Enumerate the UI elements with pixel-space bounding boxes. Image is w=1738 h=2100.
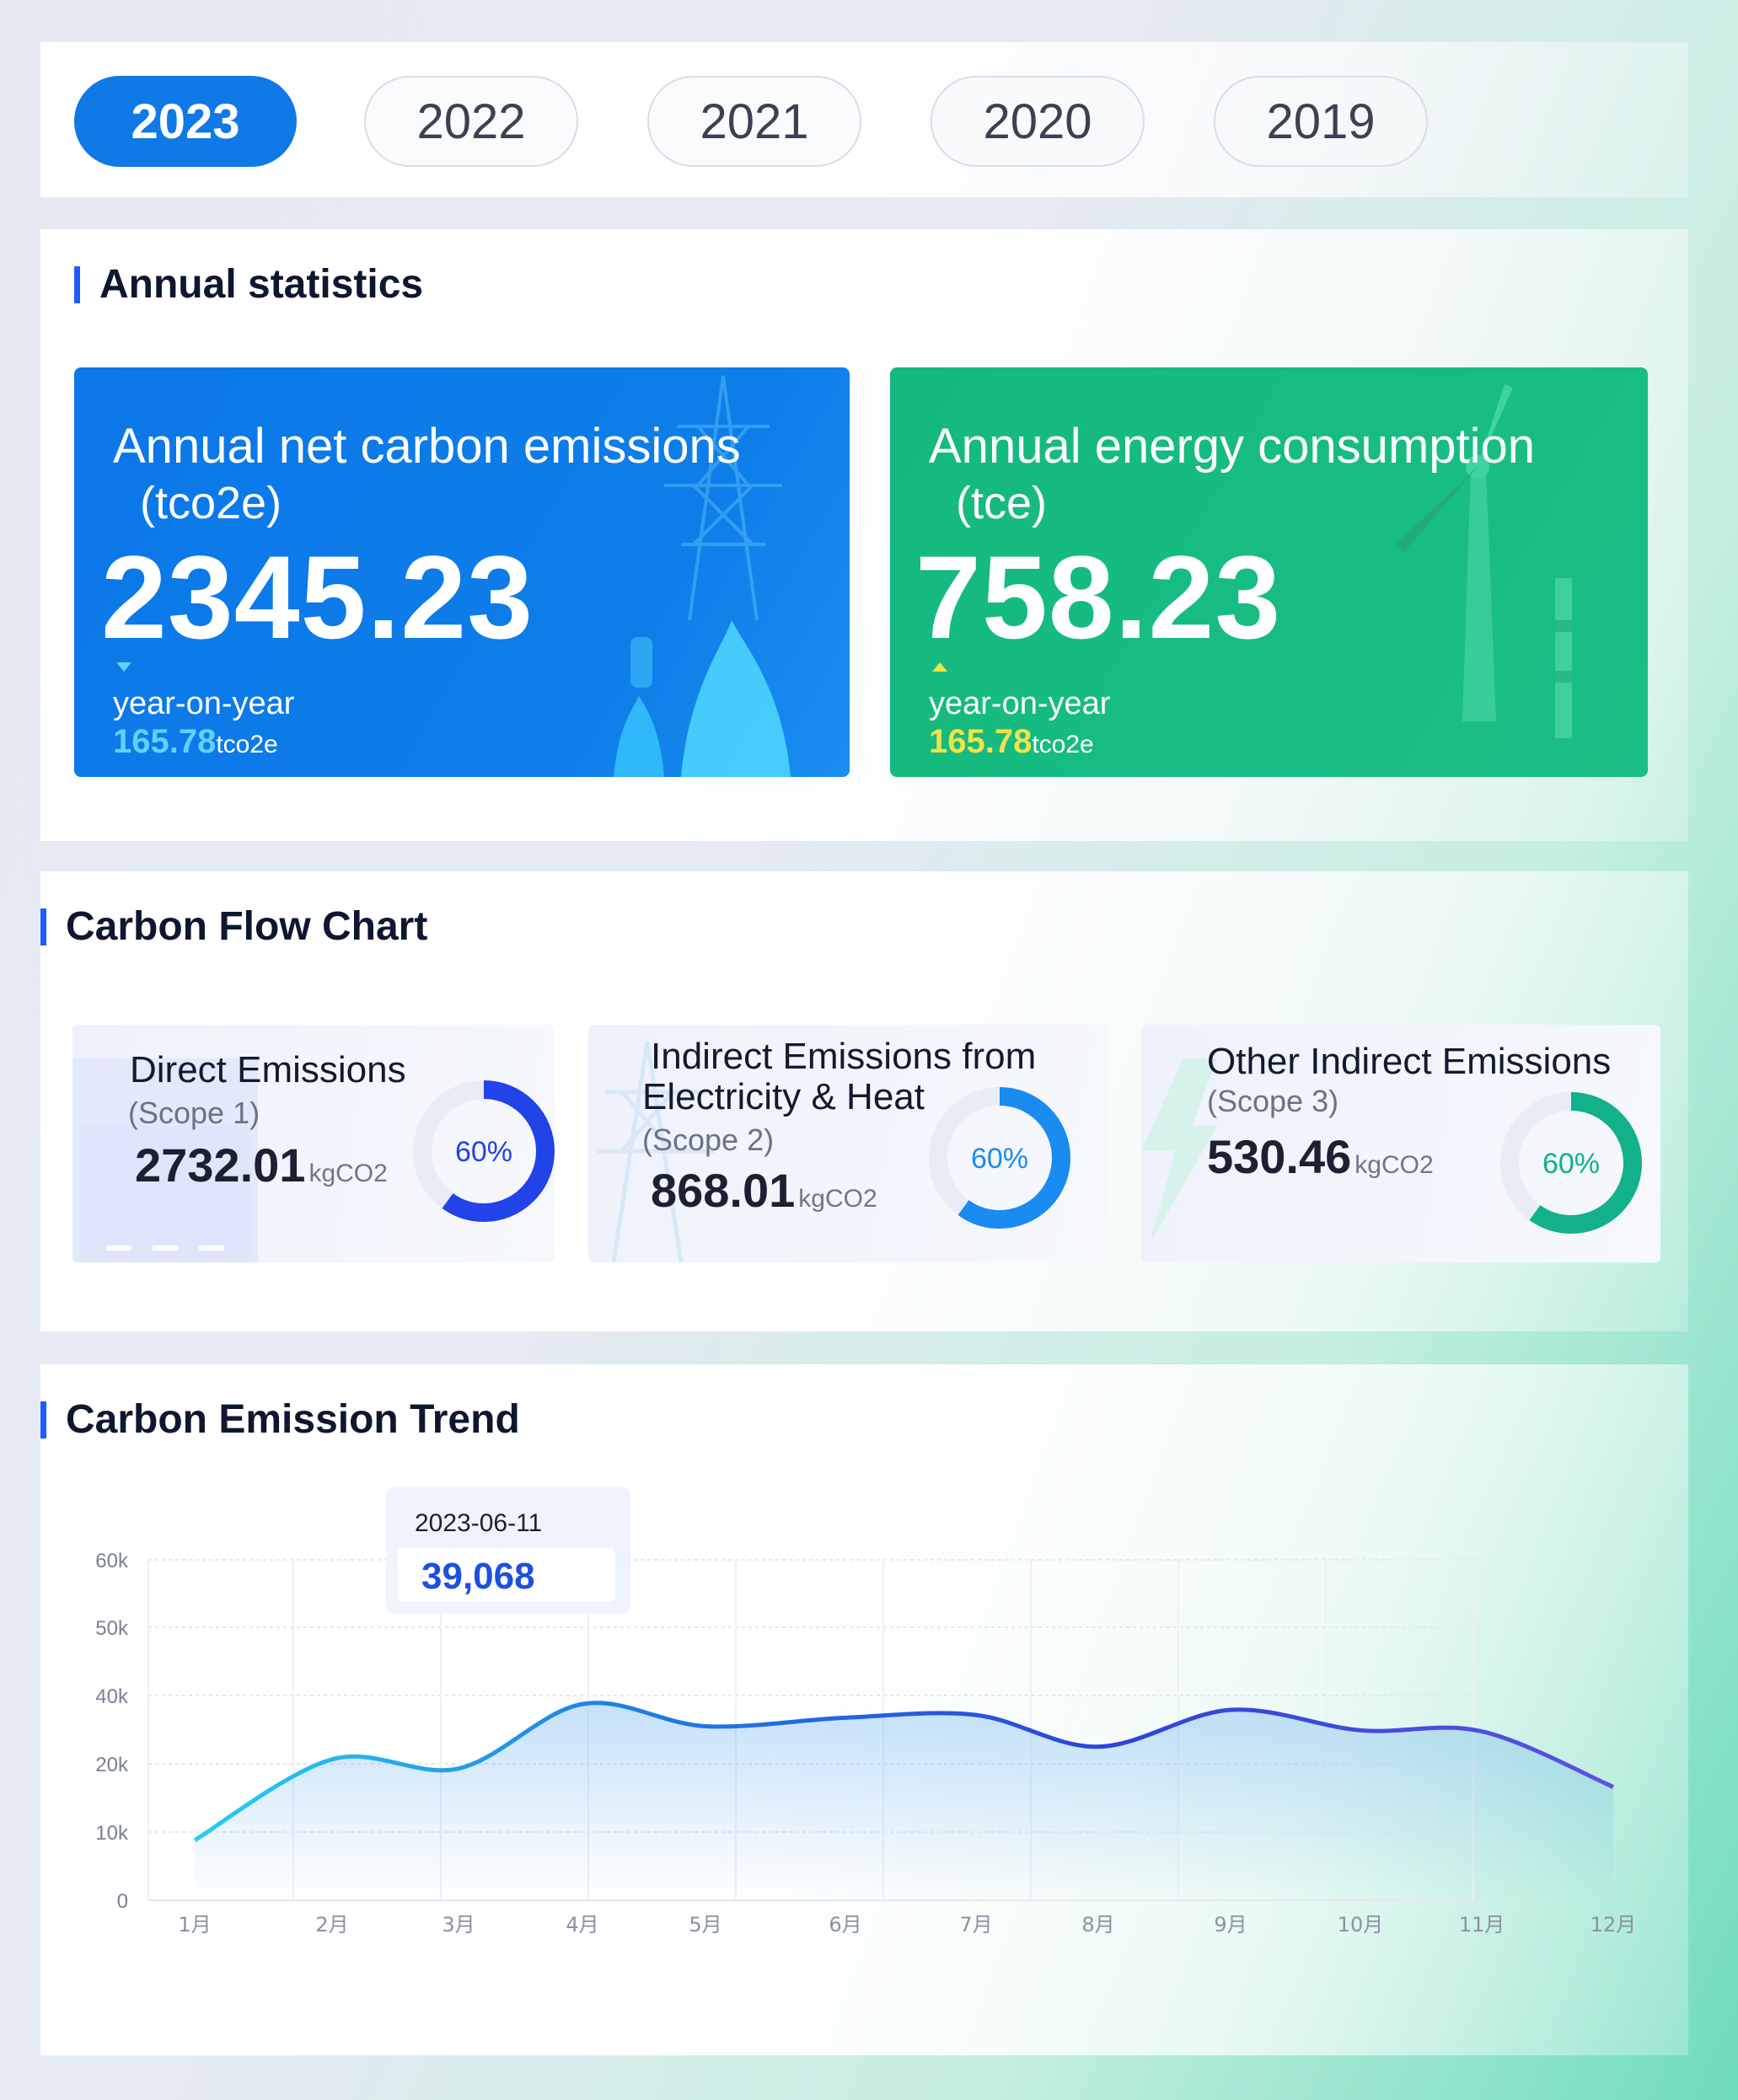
carbon-yoy-number: 165.78: [113, 723, 217, 760]
energy-yoy-label: year-on-year: [929, 686, 1111, 721]
power-tower-illustration-icon: [614, 375, 791, 777]
scope-1-card[interactable]: Direct Emissions (Scope 1) 2732.01 kgCO2 …: [72, 1025, 555, 1262]
donut-progress-arc: [413, 1080, 555, 1222]
y-tick-label: 50k: [95, 1617, 129, 1640]
carbon-card-title: Annual net carbon emissions: [113, 419, 741, 474]
x-tick-label: 8月: [1081, 1913, 1114, 1937]
x-tick-label: 9月: [1214, 1913, 1247, 1937]
scope-2-title-line-1: Indirect Emissions from: [651, 1036, 1037, 1077]
title-accent-bar: [74, 266, 80, 303]
tooltip-value: 39,068: [421, 1556, 535, 1597]
scope-2-donut: 60%: [929, 1087, 1070, 1229]
trend-up-icon: [932, 662, 947, 672]
scope-2-card[interactable]: Indirect Emissions from Electricity & He…: [588, 1025, 1108, 1262]
scope-2-label: (Scope 2): [642, 1122, 775, 1157]
scope-1-donut: 60%: [413, 1080, 555, 1222]
x-tick-label: 10月: [1338, 1913, 1384, 1937]
scope-3-unit: kgCO2: [1354, 1151, 1434, 1179]
carbon-card-unit: (tco2e): [140, 478, 282, 528]
section-title-text: Annual statistics: [99, 262, 424, 307]
x-tick-label: 2月: [315, 1913, 348, 1937]
scope-1-unit: kgCO2: [308, 1160, 388, 1187]
scope-2-value: 868.01 kgCO2: [651, 1163, 877, 1218]
x-tick-label: 1月: [178, 1913, 211, 1937]
x-tick-label: 5月: [689, 1913, 721, 1937]
x-tick-label: 11月: [1459, 1913, 1505, 1937]
scope-1-value: 2732.01 kgCO2: [135, 1138, 388, 1192]
trend-tooltip: 2023-06-11 39,068: [386, 1487, 630, 1614]
year-tab-2023[interactable]: 2023: [74, 76, 297, 167]
title-accent-bar: [40, 908, 46, 946]
carbon-trend-panel: Carbon Emission Trend 0 10k 20k 40k 50k 60k 1…: [40, 1364, 1688, 2055]
y-tick-label: 10k: [95, 1822, 129, 1845]
carbon-yoy-unit: tco2e: [216, 731, 278, 758]
scope-1-label: (Scope 1): [128, 1096, 260, 1130]
energy-consumption-card: Annual energy consumption (tce) 758.23 y…: [890, 367, 1648, 777]
x-tick-label: 4月: [566, 1913, 598, 1937]
tooltip-value-box: [398, 1548, 615, 1602]
tooltip-date: 2023-06-11: [415, 1509, 542, 1537]
scope-2-number: 868.01: [651, 1164, 796, 1217]
section-title-text: Carbon Flow Chart: [66, 904, 428, 949]
lightning-illustration-icon: [1141, 1058, 1217, 1244]
trend-series-line: [193, 1701, 1614, 1842]
scope-3-donut: 60%: [1500, 1092, 1642, 1234]
year-selector-panel: 2023 2022 2021 2020 2019: [40, 42, 1688, 197]
x-tick-label: 12月: [1590, 1913, 1637, 1937]
section-title-annual: Annual statistics: [74, 261, 423, 308]
scope-1-title: Direct Emissions: [130, 1049, 406, 1090]
scope-3-percent: 60%: [1542, 1148, 1600, 1180]
energy-yoy-value: 165.78tco2e: [929, 723, 1094, 761]
annual-statistics-panel: Annual statistics Annual net carbon emis…: [40, 229, 1688, 841]
scope-1-percent: 60%: [455, 1136, 512, 1168]
energy-yoy-unit: tco2e: [1032, 731, 1094, 758]
section-title-text: Carbon Emission Trend: [66, 1397, 520, 1442]
scope-1-number: 2732.01: [135, 1138, 306, 1192]
y-tick-label: 20k: [95, 1754, 129, 1776]
energy-card-value: 758.23: [915, 531, 1282, 663]
trend-down-icon: [116, 662, 131, 672]
donut-progress-arc: [1500, 1092, 1642, 1234]
scope-3-card[interactable]: Other Indirect Emissions (Scope 3) 530.4…: [1141, 1025, 1660, 1262]
factory-illustration-icon: [72, 1058, 258, 1262]
carbon-emissions-card: Annual net carbon emissions (tco2e) 2345…: [74, 367, 850, 777]
carbon-flow-panel: Carbon Flow Chart Direct Emissions (Scop…: [40, 871, 1688, 1331]
y-tick-label: 0: [117, 1890, 128, 1913]
carbon-yoy-label: year-on-year: [113, 686, 295, 721]
y-tick-label: 60k: [95, 1550, 129, 1572]
year-tab-2022[interactable]: 2022: [364, 76, 578, 167]
scope-2-title-line-2: Electricity & Heat: [642, 1076, 925, 1117]
energy-card-unit: (tce): [956, 478, 1047, 528]
scope-3-number: 530.46: [1207, 1130, 1352, 1183]
scope-3-value: 530.46 kgCO2: [1207, 1129, 1434, 1184]
title-accent-bar: [40, 1401, 46, 1438]
year-tab-2021[interactable]: 2021: [647, 76, 861, 167]
x-tick-label: 3月: [442, 1913, 475, 1937]
wind-turbine-illustration-icon: [1395, 384, 1572, 738]
scope-2-unit: kgCO2: [798, 1185, 877, 1213]
scope-2-percent: 60%: [971, 1143, 1028, 1175]
donut-progress-arc: [929, 1087, 1070, 1229]
x-tick-label: 6月: [829, 1913, 861, 1937]
carbon-yoy-value: 165.78tco2e: [113, 723, 278, 761]
energy-yoy-number: 165.78: [929, 723, 1033, 760]
carbon-trend-line-chart[interactable]: 0 10k 20k 40k 50k 60k 1月 2月 3月 4月 5月 6月 7月 8月 9月 10月 11…: [40, 1449, 1688, 2038]
trend-area-fill: [195, 1702, 1613, 1900]
energy-card-title: Annual energy consumption: [929, 419, 1536, 474]
scope-3-title: Other Indirect Emissions: [1207, 1041, 1612, 1082]
section-title-flow: Carbon Flow Chart: [40, 903, 427, 950]
scope-3-label: (Scope 3): [1207, 1084, 1339, 1118]
carbon-card-value: 2345.23: [101, 531, 534, 663]
year-tab-2019[interactable]: 2019: [1214, 76, 1428, 167]
y-tick-label: 40k: [95, 1685, 129, 1708]
section-title-trend: Carbon Emission Trend: [40, 1396, 520, 1443]
year-tab-2020[interactable]: 2020: [931, 76, 1145, 167]
transmission-tower-illustration-icon: [597, 1042, 715, 1262]
x-tick-label: 7月: [959, 1913, 992, 1937]
